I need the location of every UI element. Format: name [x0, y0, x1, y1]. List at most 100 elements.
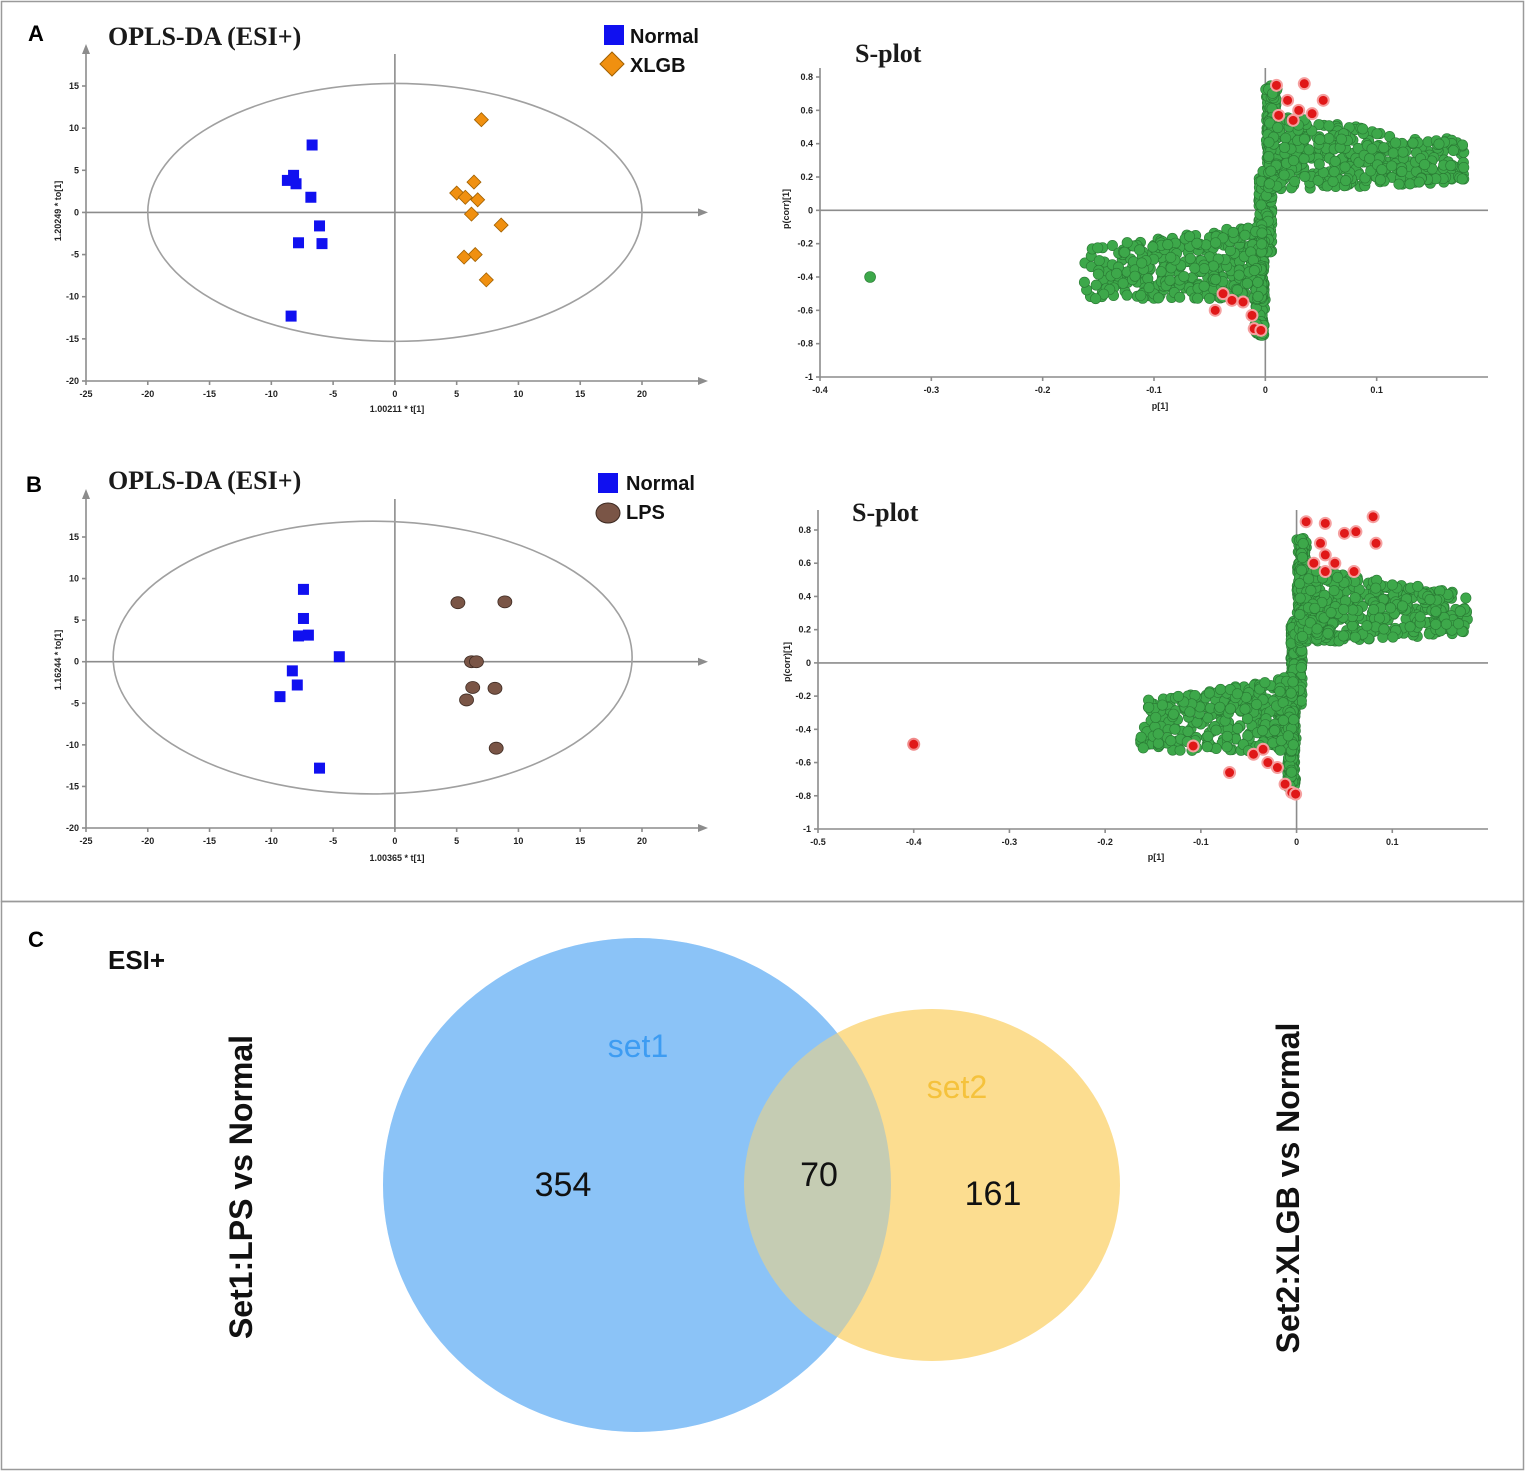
significant-point [1316, 93, 1330, 107]
significant-point [1289, 787, 1303, 801]
point-lps [459, 693, 474, 707]
y-tick-label: 0.6 [798, 558, 811, 568]
loading-point [1282, 730, 1294, 742]
loading-point [1189, 262, 1201, 274]
legend-marker-xlgb [599, 51, 625, 77]
loading-point [1252, 290, 1264, 302]
loading-point [1349, 592, 1361, 604]
point-lps [488, 741, 504, 755]
point-xlgb [456, 249, 472, 265]
significant-point [1286, 113, 1300, 127]
x-tick-label: 20 [637, 389, 647, 399]
significant-point [1305, 107, 1319, 121]
loading-point [1430, 605, 1442, 617]
loading-point [1191, 237, 1203, 249]
y-axis-label: p(corr)[1] [781, 189, 791, 229]
loading-point [1366, 143, 1378, 155]
loading-point [1239, 703, 1251, 715]
y-tick-label: -0.6 [797, 305, 813, 315]
loading-point [1285, 687, 1297, 699]
x-tick-label: -25 [79, 389, 92, 399]
set1-circle-overlay [383, 938, 891, 1432]
ticks: -0.5 -0.4 -0.3 -0.2 -0.1 0 0.1 -1 -0.8 -0.6 -0.4 -0… [795, 510, 1488, 847]
point-lps [469, 655, 484, 669]
loading-point [1346, 620, 1358, 632]
point-xlgb [473, 112, 489, 128]
point-normal [274, 691, 286, 703]
loading-point [1340, 175, 1352, 187]
significant-point [1245, 308, 1259, 322]
loading-point [1287, 676, 1299, 688]
loading-point [1092, 268, 1104, 280]
loading-point [1328, 166, 1340, 178]
loading-point [1174, 744, 1186, 756]
loading-point [1241, 713, 1253, 725]
point-normal [293, 237, 305, 249]
loading-point [1303, 573, 1315, 585]
loading-point [1172, 690, 1184, 702]
point-xlgb [478, 272, 494, 288]
s-plot-b: S-plot -0.5 -0.4 -0.3 -0.2 -0.1 0 0.1-1-0.8-0.… [782, 498, 1488, 862]
significant-point [1225, 293, 1239, 307]
y-tick-label: 0 [806, 658, 811, 668]
marks [112, 520, 633, 795]
loading-point [1152, 737, 1164, 749]
y-tick-label: 5 [74, 615, 79, 625]
loading-point [1090, 279, 1102, 291]
loading-point [1111, 267, 1123, 279]
x-tick-label: 15 [575, 836, 585, 846]
x-axis-label: p[1] [1148, 852, 1165, 862]
point-xlgb [457, 189, 473, 205]
loading-point [1337, 630, 1349, 642]
loading-point [1378, 142, 1390, 154]
loading-point [1386, 579, 1398, 591]
loading-point [1232, 723, 1244, 735]
loading-point [1387, 631, 1399, 643]
legend-label-xlgb: XLGB [630, 55, 686, 77]
loading-point [1445, 160, 1457, 172]
point-normal [297, 612, 309, 624]
loading-point [1387, 147, 1399, 159]
significant-point [1256, 742, 1270, 756]
loading-point [1152, 728, 1164, 740]
loading-point [1117, 277, 1129, 289]
loading-point [1453, 618, 1465, 630]
loading-point [1203, 687, 1215, 699]
loading-point [1299, 171, 1311, 183]
loading-point [1294, 578, 1306, 590]
y-tick-label: -0.4 [795, 724, 811, 734]
legend: Normal XLGB [599, 25, 699, 77]
loading-point [1371, 128, 1383, 140]
loading-point [1214, 701, 1226, 713]
point-lps [450, 596, 466, 610]
loading-point [1298, 133, 1310, 145]
loading-point [1092, 242, 1104, 254]
loading-point [1325, 607, 1337, 619]
outlier-point [907, 737, 921, 751]
x-axis-label: 1.00365 * t[1] [369, 853, 424, 863]
loading-point [1210, 742, 1222, 754]
y-tick-label: -10 [66, 740, 79, 750]
loading-point [1404, 178, 1416, 190]
outlier-point [864, 271, 876, 283]
loading-point [1347, 604, 1359, 616]
x-axis-arrow [698, 208, 708, 217]
loading-point [1412, 580, 1424, 592]
point-xlgb [466, 174, 482, 190]
loading-point [1332, 571, 1344, 583]
loading-point [1153, 292, 1165, 304]
loading-point [1357, 123, 1369, 135]
loading-point [1162, 239, 1174, 251]
loading-point [1424, 593, 1436, 605]
significant-point [1307, 556, 1321, 570]
significant-point [1270, 761, 1284, 775]
panel-letter-a: A [28, 21, 44, 46]
y-axis-label: p(corr)[1] [782, 642, 792, 682]
loading-point [1078, 276, 1090, 288]
point-normal [281, 174, 293, 186]
loading-point [1430, 618, 1442, 630]
y-frame-arrow [82, 44, 90, 54]
legend-label-lps: LPS [626, 502, 665, 524]
point-xlgb [467, 247, 483, 263]
